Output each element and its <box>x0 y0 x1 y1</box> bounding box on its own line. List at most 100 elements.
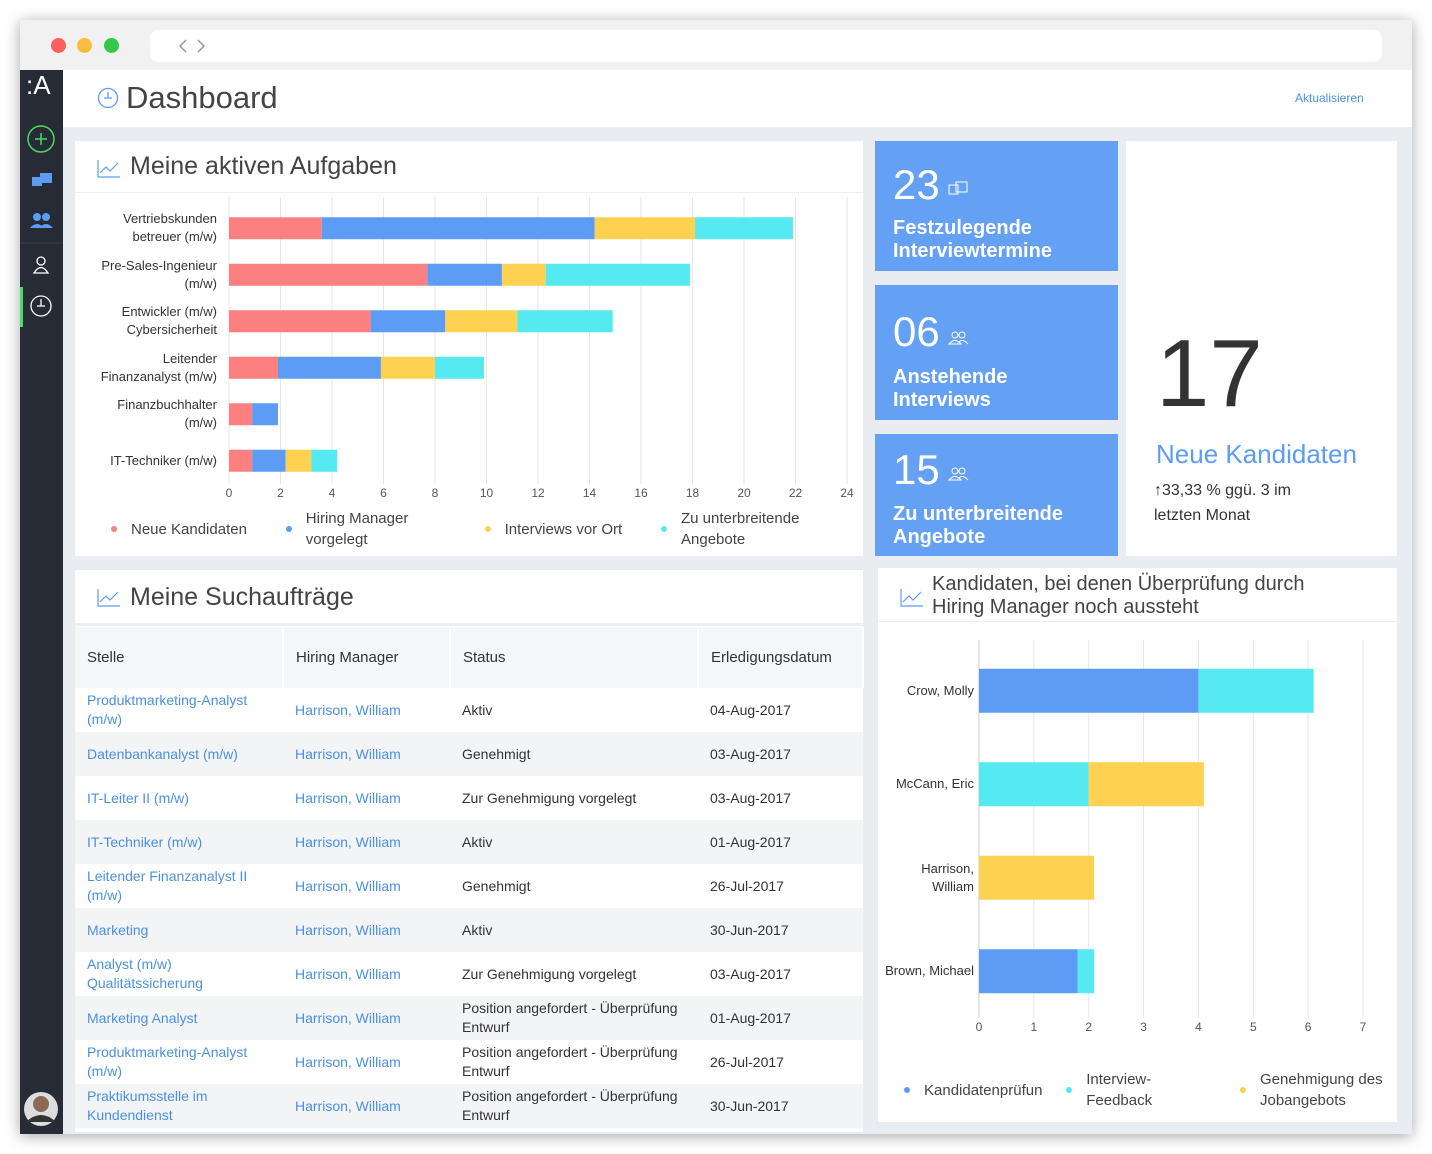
profile-icon[interactable] <box>36 256 46 266</box>
legend: Kandidatenprüfun Interview-Feedback Genehm… <box>904 1069 1390 1111</box>
legend-item: Interview-Feedback <box>1066 1069 1216 1111</box>
column-header: Hiring Manager <box>283 627 451 688</box>
page-title: Dashboard <box>126 80 278 115</box>
address-bar[interactable] <box>150 30 1382 62</box>
nav-arrows[interactable] <box>178 38 208 54</box>
date-cell: 30-Jun-2017 <box>698 908 863 952</box>
bar-segment <box>979 949 1078 994</box>
x-tick-label: 16 <box>634 486 648 500</box>
legend-label: Interviews vor Ort <box>504 520 623 538</box>
bar-segment <box>311 449 338 472</box>
bar-segment <box>979 855 1095 900</box>
bar-segment <box>252 403 278 426</box>
chart-icon <box>97 589 120 607</box>
legend-item: Zu unterbreitende Angebote <box>661 508 821 550</box>
tasks-panel: Meine aktiven Aufgaben <box>75 141 863 556</box>
job-link[interactable]: Produktmarketing-Analyst (m/w) <box>87 1044 248 1079</box>
legend-item: Hiring Manager vorgelegt <box>285 508 446 550</box>
x-tick-label: 10 <box>480 486 494 500</box>
bar-segment <box>979 668 1199 713</box>
x-tick-label: 4 <box>329 486 336 500</box>
bar-segment <box>229 403 253 426</box>
bar-segment <box>229 217 322 240</box>
status-cell: Position angefordert - Überprüfung Entwu… <box>450 1084 698 1128</box>
panel-title: Meine aktiven Aufgaben <box>130 152 397 180</box>
dashboard-icon[interactable] <box>30 295 52 317</box>
manager-link[interactable]: Harrison, William <box>283 1084 450 1128</box>
minimize-button[interactable] <box>77 38 92 53</box>
manager-link[interactable]: Harrison, William <box>283 908 450 952</box>
panel-title: Meine Suchaufträge <box>130 583 354 611</box>
job-link[interactable]: Marketing Analyst <box>75 996 283 1040</box>
category-label: Pre-Sales-Ingenieur (m/w) <box>101 257 217 291</box>
add-icon[interactable] <box>27 125 55 153</box>
job-link[interactable]: Marketing <box>75 908 283 952</box>
status-cell: Genehmigt <box>450 732 698 776</box>
job-link[interactable]: Leitender Finanzanalyst II (m/w) <box>87 868 248 903</box>
job-link[interactable]: Praktikumsstelle im Kundendienst <box>75 1084 283 1128</box>
x-tick-label: 8 <box>432 486 439 500</box>
job-link[interactable]: IT-Techniker (m/w) <box>75 820 283 864</box>
close-button[interactable] <box>51 38 66 53</box>
manager-link[interactable]: Harrison, William <box>283 732 450 776</box>
status-cell: Zur Genehmigung vorgelegt <box>462 789 637 806</box>
x-tick-label: 18 <box>686 486 700 500</box>
legend-dot <box>111 526 117 532</box>
legend-label: Kandidatenprüfun <box>924 1081 1043 1099</box>
kpi-change: ↑33,33 % ggü. 3 im letzten Monat <box>1154 482 1291 524</box>
manager-link[interactable]: Harrison, William <box>295 1053 401 1070</box>
maximize-button[interactable] <box>104 38 119 53</box>
tile-value: 15 <box>893 446 940 493</box>
date-cell: 26-Jul-2017 <box>710 1053 784 1070</box>
search-orders-panel: Meine Suchaufträge Stelle Hiring Manager S… <box>75 570 864 1132</box>
x-tick-label: 3 <box>1140 1020 1147 1034</box>
legend-label: Genehmigung des Jobangebots <box>1260 1071 1383 1109</box>
x-tick-label: 2 <box>1085 1020 1092 1034</box>
sidebar-icons: :A <box>20 70 63 1126</box>
manager-link[interactable]: Harrison, William <box>295 877 401 894</box>
candidates-icon[interactable] <box>33 213 41 221</box>
x-tick-label: 4 <box>1195 1020 1202 1034</box>
stat-tile[interactable]: 23 Festzulegende Interviewtermine <box>875 141 1118 271</box>
table-row: Praktikumsstelle im Kundendienst Harrison… <box>75 1084 863 1128</box>
stat-tile[interactable]: 15 Zu unterbreitende Angebote <box>875 434 1118 556</box>
browser-toolbar <box>20 20 1412 70</box>
category-label: Brown, Michael <box>885 963 974 979</box>
x-tick-label: 1 <box>1031 1020 1038 1034</box>
category-label: Finanzbuchhalter (m/w) <box>117 397 217 431</box>
manager-link[interactable]: Harrison, William <box>295 789 401 806</box>
chart-svg: 0 1 2 3 4 5 6 7 <box>976 640 1367 1034</box>
status-cell: Position angefordert - Überprüfung Entwu… <box>462 1044 678 1079</box>
job-link[interactable]: Produktmarketing-Analyst (m/w) <box>87 692 248 727</box>
job-link[interactable]: IT-Leiter II (m/w) <box>87 789 189 806</box>
date-cell: 30-Jun-2017 <box>698 1084 863 1128</box>
chart-icon <box>97 160 120 178</box>
stat-tile[interactable]: 06 Anstehende Interviews <box>875 285 1118 420</box>
bar-segment <box>229 449 253 472</box>
job-link[interactable]: Analyst (m/w) Qualitätssicherung <box>87 956 203 991</box>
legend-dot <box>484 526 491 532</box>
column-header: Erledigungsdatum <box>698 627 864 688</box>
manager-link[interactable]: Harrison, William <box>295 701 401 718</box>
kpi-label: Neue Kandidaten <box>1156 439 1357 469</box>
x-tick-label: 6 <box>380 486 387 500</box>
jobs-icon[interactable] <box>32 177 42 186</box>
x-tick-label: 12 <box>531 486 545 500</box>
date-cell: 01-Aug-2017 <box>698 820 863 864</box>
manager-link[interactable]: Harrison, William <box>295 965 401 982</box>
bar-segment <box>594 217 696 240</box>
pending-review-panel: Kandidaten, bei denen Überprüfung durch … <box>878 568 1397 1122</box>
job-link[interactable]: Datenbankanalyst (m/w) <box>75 732 283 776</box>
refresh-link[interactable]: Aktualisieren <box>1295 91 1364 105</box>
manager-link[interactable]: Harrison, William <box>283 996 450 1040</box>
legend-label: Hiring Manager vorgelegt <box>305 510 409 548</box>
legend-item: Genehmigung des Jobangebots <box>1240 1069 1390 1111</box>
manager-link[interactable]: Harrison, William <box>283 820 450 864</box>
kpi-value: 17 <box>1156 320 1263 427</box>
category-label: Crow, Molly <box>906 682 974 698</box>
bar-segment <box>1077 949 1095 994</box>
legend-dot <box>661 526 667 532</box>
date-cell: 03-Aug-2017 <box>710 789 791 806</box>
tile-icon <box>948 331 969 345</box>
bar-segment <box>252 449 286 472</box>
